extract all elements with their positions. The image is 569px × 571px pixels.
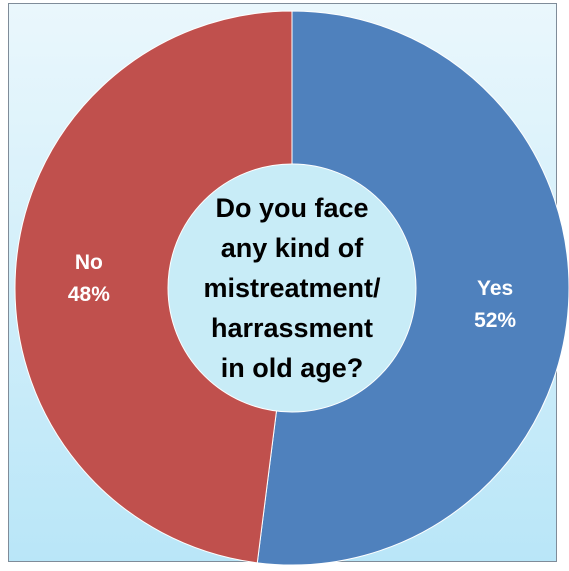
slice-category: No <box>75 251 103 274</box>
slice-label-no: No 48% <box>68 251 110 306</box>
slice-labels: Yes 52% No 48% <box>68 251 517 332</box>
slice-category: Yes <box>477 277 513 300</box>
center-text-line: Do you face <box>215 193 368 223</box>
slice-value: 52% <box>474 309 516 332</box>
center-question: Do you face any kind of mistreatment/harra… <box>203 193 381 383</box>
center-text-line: harrassment <box>211 313 373 343</box>
slice-label-yes: Yes 52% <box>474 277 516 332</box>
center-text-line: mistreatment/ <box>203 273 381 303</box>
slice-value: 48% <box>68 283 110 306</box>
center-text-line: in old age? <box>221 353 364 383</box>
center-text-line: any kind of <box>221 233 365 263</box>
doughnut-center <box>167 163 417 413</box>
slice-no <box>14 10 293 564</box>
